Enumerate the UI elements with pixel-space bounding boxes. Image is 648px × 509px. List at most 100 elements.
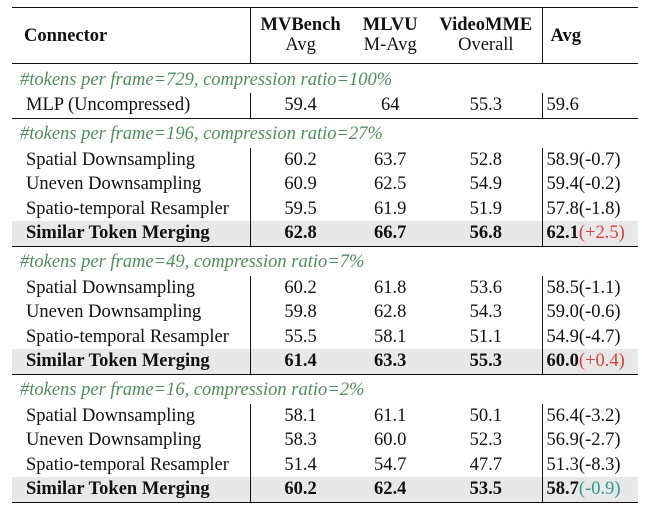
- avg-value: 57.8: [546, 198, 579, 219]
- avg-cell: 59.4(-0.2): [542, 172, 638, 197]
- connector-name: Spatial Downsampling: [12, 275, 251, 300]
- avg-delta: (+2.5): [578, 223, 625, 243]
- section-header-row: #tokens per frame=729, compression ratio…: [12, 63, 638, 93]
- mvbench-value: 60.2: [250, 477, 351, 503]
- mlvu-value: 60.0: [374, 430, 407, 450]
- mlvu-value: 61.9: [374, 198, 407, 219]
- avg-cell: 59.0(-0.6): [542, 300, 638, 325]
- connector-name: MLP (Uncompressed): [12, 93, 251, 118]
- avg-value: 62.1: [546, 223, 579, 243]
- table-body: #tokens per frame=729, compression ratio…: [12, 63, 638, 503]
- avg-value: 58.7: [546, 479, 579, 499]
- mvbench-value: 60.2: [284, 149, 317, 170]
- connector-name: Uneven Downsampling: [12, 300, 251, 325]
- avg-cell: 58.7(-0.9): [542, 477, 638, 503]
- connector-name: Spatio-temporal Resampler: [12, 452, 251, 477]
- header-mlvu: MLVU: [350, 7, 431, 34]
- section-header-row: #tokens per frame=16, compression ratio=…: [12, 373, 638, 404]
- avg-cell: 58.5(-1.1): [542, 276, 638, 301]
- avg-cell: 58.9(-0.7): [542, 148, 638, 173]
- section-title: #tokens per frame=196, compression ratio…: [12, 117, 638, 148]
- mvbench-value: 58.3: [284, 430, 317, 450]
- avg-value: 59.6: [546, 95, 579, 115]
- videomme-value: 54.3: [430, 300, 543, 325]
- header-mlvu-sub: M-Avg: [350, 34, 431, 64]
- avg-value: 60.0: [546, 351, 579, 371]
- table-row: Similar Token Merging 61.4 63.3 55.3 60.0(+0…: [12, 349, 638, 374]
- avg-value: 59.0: [546, 302, 579, 322]
- header-connector: Connector: [12, 7, 251, 64]
- mvbench-value: 61.4: [250, 349, 351, 374]
- videomme-value: 54.9: [430, 172, 543, 197]
- connector-name: Similar Token Merging: [12, 221, 251, 246]
- connector-name: Spatio-temporal Resampler: [12, 324, 251, 349]
- avg-cell: 51.3(-8.3): [542, 453, 638, 478]
- table-row: Spatio-temporal Resampler 59.5 61.9 51.9 57.…: [12, 196, 638, 222]
- avg-delta: (-0.9): [578, 479, 621, 499]
- avg-cell: 57.8(-1.8): [542, 197, 638, 222]
- avg-delta: (-1.8): [578, 198, 621, 219]
- avg-value: 58.9: [546, 149, 579, 170]
- avg-cell: 54.9(-4.7): [542, 325, 638, 350]
- mvbench-value: 55.5: [284, 326, 317, 347]
- header-videomme: VideoMME: [430, 7, 543, 34]
- header-avg: Avg: [542, 7, 638, 64]
- section-title: #tokens per frame=49, compression ratio=…: [12, 245, 638, 276]
- mlvu-value: 62.5: [374, 174, 407, 194]
- section-title: #tokens per frame=16, compression ratio=…: [12, 373, 638, 404]
- mlvu-value: 64: [380, 95, 400, 115]
- table-row: Spatial Downsampling 58.1 61.1 50.1 56.4(-3.…: [12, 403, 638, 428]
- connector-name: Spatio-temporal Resampler: [12, 196, 251, 221]
- mlvu-value: 63.7: [374, 149, 407, 170]
- videomme-value: 55.3: [430, 93, 543, 118]
- mvbench-value: 62.8: [250, 221, 351, 246]
- table-row: Spatial Downsampling 60.2 63.7 52.8 58.9(-0.…: [12, 147, 638, 173]
- avg-value: 54.9: [546, 326, 579, 347]
- mvbench-value: 60.2: [284, 277, 317, 298]
- videomme-value: 53.6: [430, 275, 543, 300]
- connector-name: Similar Token Merging: [12, 349, 251, 374]
- avg-cell: 59.6: [542, 93, 638, 118]
- mlvu-value: 62.8: [374, 302, 407, 322]
- avg-delta: (-0.2): [578, 174, 621, 194]
- connector-name: Uneven Downsampling: [12, 428, 251, 453]
- table-row: Similar Token Merging 60.2 62.4 53.5 58.7(-0…: [12, 477, 638, 503]
- table-row: Uneven Downsampling 60.9 62.5 54.9 59.4(-0.2…: [12, 172, 638, 197]
- videomme-value: 47.7: [430, 452, 543, 477]
- connector-name: Similar Token Merging: [12, 477, 251, 503]
- header-mvbench: MVBench: [250, 7, 351, 34]
- table-row: Uneven Downsampling 59.8 62.8 54.3 59.0(-0.6…: [12, 300, 638, 325]
- connector-name: Spatial Downsampling: [12, 147, 251, 172]
- mlvu-value: 54.7: [374, 454, 407, 475]
- videomme-value: 53.5: [430, 477, 543, 503]
- connector-name: Spatial Downsampling: [12, 403, 251, 428]
- avg-value: 51.3: [546, 454, 579, 475]
- table-header: Connector MVBench MLVU VideoMME Avg Avg …: [12, 7, 638, 64]
- mlvu-value: 61.8: [374, 277, 407, 298]
- section-header-row: #tokens per frame=49, compression ratio=…: [12, 245, 638, 276]
- avg-delta: (-0.7): [578, 149, 621, 170]
- mvbench-value: 59.4: [284, 95, 317, 115]
- table-row: MLP (Uncompressed) 59.4 64 55.3 59.6: [12, 93, 638, 118]
- avg-delta: (-1.1): [578, 277, 621, 298]
- videomme-value: 55.3: [430, 349, 543, 374]
- header-mvbench-sub: Avg: [250, 34, 351, 64]
- avg-value: 56.4: [546, 405, 579, 426]
- mlvu-value: 58.1: [374, 326, 407, 347]
- avg-value: 56.9: [546, 430, 579, 450]
- videomme-value: 52.8: [430, 147, 543, 172]
- videomme-value: 51.1: [430, 324, 543, 349]
- avg-cell: 56.9(-2.7): [542, 428, 638, 453]
- avg-value: 58.5: [546, 277, 579, 298]
- mlvu-value: 62.4: [350, 477, 431, 503]
- videomme-value: 51.9: [430, 196, 543, 221]
- avg-delta: (-2.7): [578, 430, 621, 450]
- avg-cell: 62.1(+2.5): [542, 221, 638, 246]
- table-row: Similar Token Merging 62.8 66.7 56.8 62.1(+2…: [12, 221, 638, 246]
- table-row: Spatial Downsampling 60.2 61.8 53.6 58.5(-1.…: [12, 275, 638, 301]
- avg-delta: (-8.3): [578, 454, 621, 475]
- avg-delta: (-0.6): [578, 302, 621, 322]
- table-row: Uneven Downsampling 58.3 60.0 52.3 56.9(-2.7…: [12, 428, 638, 453]
- avg-value: 59.4: [546, 174, 579, 194]
